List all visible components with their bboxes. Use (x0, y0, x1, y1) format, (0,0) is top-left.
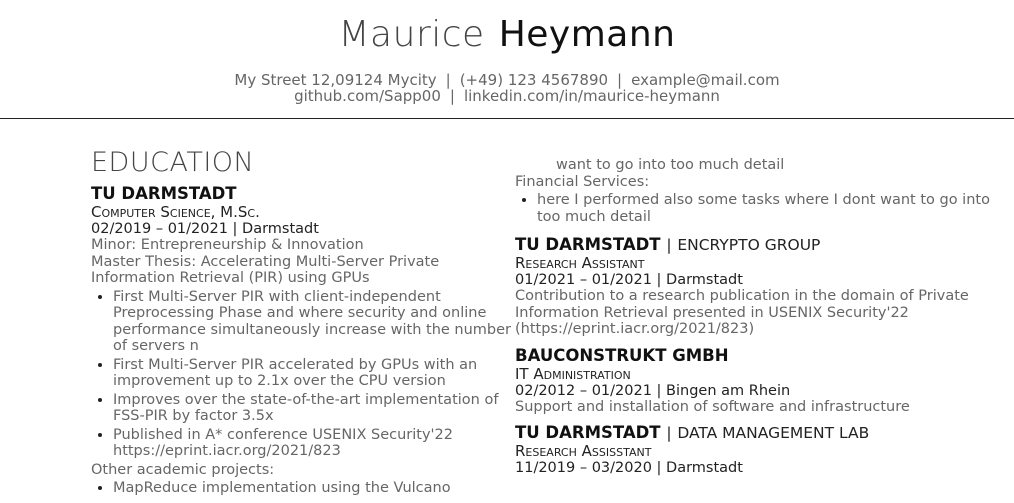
separator: | (445, 71, 451, 89)
job-description: Support and installation of software and… (515, 398, 910, 415)
section-title-education: EDUCATION (91, 147, 255, 178)
list-item: Published in A* conference USENIX Securi… (113, 427, 511, 460)
experience-entry: TU DARMSTADT | ENCRYPTO GROUP Research A… (515, 235, 995, 338)
dates-location: 11/2019 – 03/2020 | Darmstadt (515, 460, 743, 476)
address: My Street 12,09124 Mycity (234, 71, 437, 89)
organization: BAUCONSTRUKT GMBH (515, 346, 995, 366)
school-name: TU DARMSTADT (91, 184, 237, 203)
contact-line-2: github.com/Sapp00 | linkedin.com/in/mauric… (0, 87, 1014, 105)
org-name: BAUCONSTRUKT GMBH (515, 345, 729, 365)
separator: | (449, 87, 455, 105)
separator: | (617, 71, 623, 89)
thesis-bullets: First Multi-Server PIR with client-indep… (91, 289, 511, 460)
org-name: TU DARMSTADT (515, 235, 661, 254)
job-role: IT Administration (515, 364, 631, 383)
list-item: Improves over the state-of-the-art imple… (113, 392, 511, 425)
organization: TU DARMSTADT | DATA MANAGEMENT LAB (515, 423, 995, 443)
list-item: First Multi-Server PIR with client-indep… (113, 289, 511, 355)
department: DATA MANAGEMENT LAB (677, 424, 870, 442)
contact-line-1: My Street 12,09124 Mycity | (+49) 123 4567… (0, 71, 1014, 89)
org-name: TU DARMSTADT (515, 423, 661, 442)
job-role: Research Assisstant (515, 442, 652, 460)
minor: Minor: Entrepreneurship & Innovation (91, 237, 364, 253)
continued-text: want to go into too much detail (556, 157, 785, 173)
list-item: here I performed also some tasks where I… (537, 192, 995, 225)
organization: TU DARMSTADT | ENCRYPTO GROUP (515, 235, 995, 255)
phone: (+49) 123 4567890 (459, 71, 609, 89)
dates-location: 02/2012 – 01/2021 | Bingen am Rhein (515, 382, 791, 399)
last-name: Heymann (498, 14, 676, 55)
other-projects-bullets: MapReduce implementation using the Vulca… (91, 480, 511, 497)
experience-entry: TU DARMSTADT | DATA MANAGEMENT LAB Resea… (515, 423, 995, 476)
other-projects-label: Other academic projects: (91, 461, 275, 478)
first-name: Maurice (338, 14, 485, 55)
list-item: First Multi-Server PIR accelerated by GP… (113, 357, 511, 390)
full-name: Maurice Heymann (0, 14, 1014, 55)
org-sep: | (666, 424, 672, 442)
experience-entry: BAUCONSTRUKT GMBH IT Administration 02/2… (515, 346, 995, 416)
degree: Computer Science, M.Sc. (91, 203, 260, 221)
job-role: Research Assistant (515, 254, 645, 272)
right-column: want to go into too much detail Financia… (515, 157, 995, 476)
master-thesis: Master Thesis: Accelerating Multi-Server… (91, 253, 440, 287)
financial-services-label: Financial Services: (515, 173, 650, 190)
resume-header: Maurice Heymann My Street 12,09124 Mycity… (0, 0, 1014, 118)
github-link[interactable]: github.com/Sapp00 (294, 87, 441, 105)
linkedin-link[interactable]: linkedin.com/in/maurice-heymann (463, 87, 720, 105)
dates-location: 02/2019 – 01/2021 | Darmstadt (91, 221, 319, 237)
email-link[interactable]: example@mail.com (631, 71, 780, 89)
header-divider (0, 118, 1014, 119)
list-item: MapReduce implementation using the Vulca… (113, 480, 511, 497)
left-column: EDUCATION TU DARMSTADT Computer Science,… (91, 148, 511, 499)
org-sep: | (666, 236, 672, 254)
job-description: Contribution to a research publication i… (515, 288, 969, 337)
department: ENCRYPTO GROUP (677, 236, 821, 254)
financial-bullets: here I performed also some tasks where I… (515, 192, 995, 225)
dates-location: 01/2021 – 01/2021 | Darmstadt (515, 272, 743, 288)
